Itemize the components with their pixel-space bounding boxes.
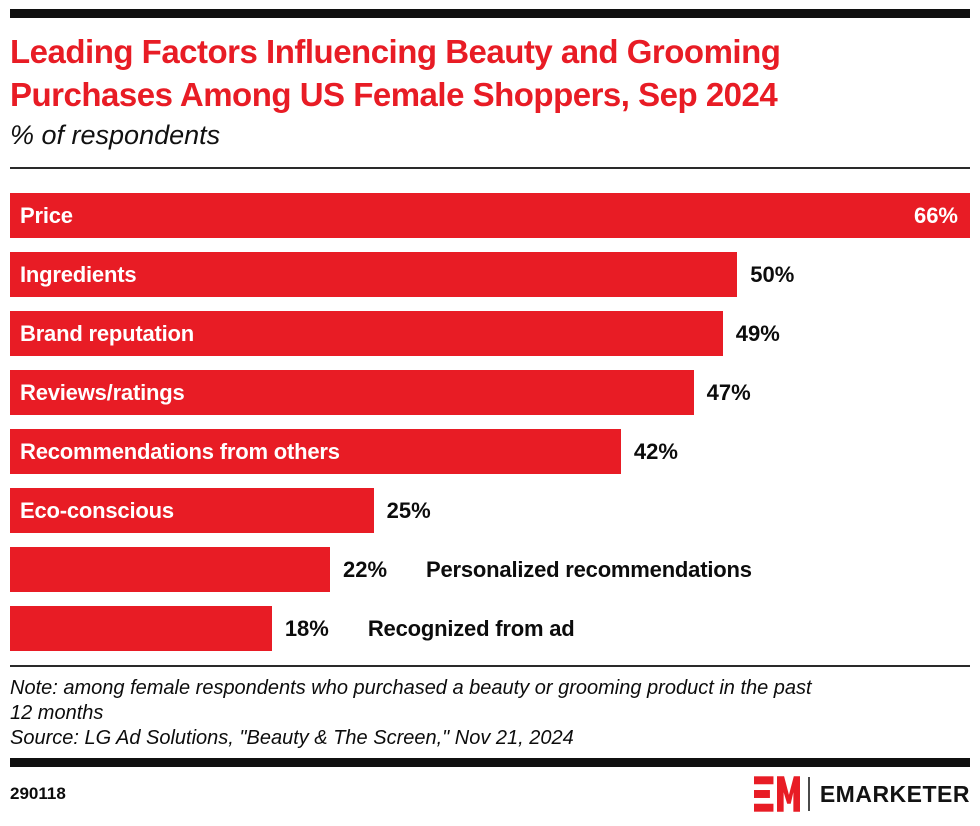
chart-title: Leading Factors Influencing Beauty and G… [10,30,970,116]
bar-value-label: 50% [750,261,795,287]
bar-row-price: Price 66% [10,193,970,238]
bar-value-label: 42% [633,438,678,464]
bar-row-recommendations-from-others: Recommendations from others 42% [10,429,970,474]
bar-category-label: Brand reputation [20,320,195,346]
note-divider [10,665,970,667]
bar-row-recognized-from-ad: 18% Recognized from ad [10,606,970,651]
bar-chart: Price 66% Ingredients 50% Brand reputation 49… [10,193,970,651]
bar-category-label: Personalized recommendations [426,556,752,582]
chart-title-line1: Leading Factors Influencing Beauty and G… [10,33,781,70]
bar-row-brand-reputation: Brand reputation 49% [10,311,970,356]
bar-ingredients: Ingredients [10,252,738,297]
bar-reviews-ratings: Reviews/ratings [10,370,694,415]
source-line: Source: LG Ad Solutions, "Beauty & The S… [10,727,574,749]
chart-notes: Note: among female respondents who purch… [10,676,970,751]
bar-eco-conscious: Eco-conscious [10,488,374,533]
note-line2: 12 months [10,702,104,724]
chart-subtitle: % of respondents [10,120,221,150]
bar-category-label: Recommendations from others [20,438,340,464]
bar-row-eco-conscious: Eco-conscious 25% [10,488,970,533]
bar-personalized-recommendations [10,547,330,592]
bar-value-label: 22% [342,556,388,582]
bar-row-personalized-recommendations: 22% Personalized recommendations [10,547,970,592]
chart-id: 290118 [10,784,66,803]
top-rule [10,9,970,18]
bar-value-label: 25% [386,497,431,523]
bar-value-label: 66% [913,202,958,228]
bar-value-label: 18% [284,615,329,641]
bar-category-label: Eco-conscious [20,497,174,523]
bar-row-reviews-ratings: Reviews/ratings 47% [10,370,970,415]
bar-category-label: Price [20,202,73,228]
bar-category-label: Ingredients [20,261,137,287]
bar-recommendations-from-others: Recommendations from others [10,429,621,474]
bar-category-label: Recognized from ad [367,615,575,641]
bar-row-ingredients: Ingredients 50% [10,252,970,297]
note-line1: Note: among female respondents who purch… [10,677,812,699]
brand-name: EMARKETER [819,780,970,807]
bar-value-label: 47% [706,379,751,405]
chart-title-line2: Purchases Among US Female Shoppers, Sep … [10,76,778,113]
bar-brand-reputation: Brand reputation [10,311,723,356]
bar-recognized-from-ad [10,606,272,651]
footer: 290118 EMARKETER [10,776,970,812]
brand-lockup: EMARKETER [753,776,970,812]
bar-value-label: 49% [735,320,780,346]
bar-price: Price 66% [10,193,970,238]
logo-divider [807,777,810,811]
bottom-rule [10,758,970,767]
header-divider [10,167,970,169]
emarketer-logo-icon [753,776,800,812]
bar-category-label: Reviews/ratings [20,379,185,405]
